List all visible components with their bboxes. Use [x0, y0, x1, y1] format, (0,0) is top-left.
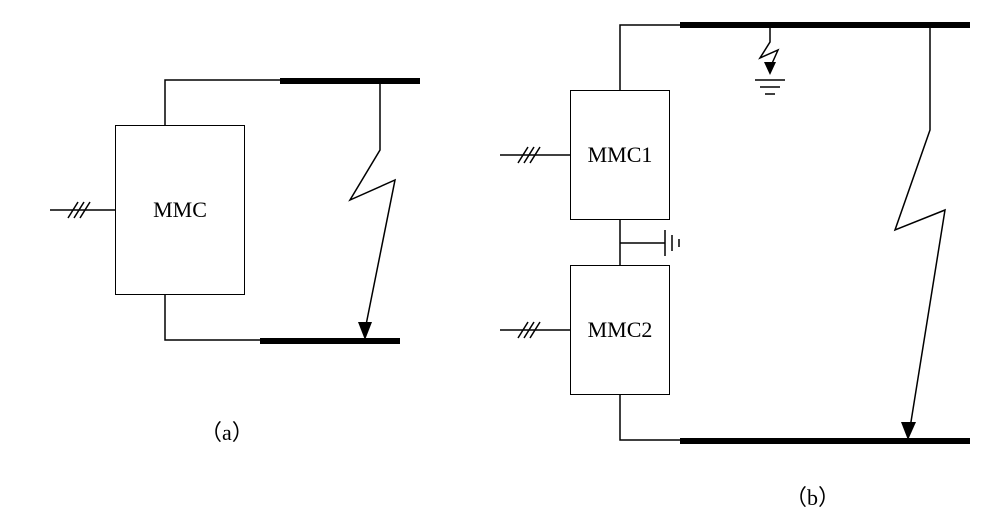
caption-b: （b） — [785, 480, 840, 512]
wiring-b — [0, 0, 1000, 523]
